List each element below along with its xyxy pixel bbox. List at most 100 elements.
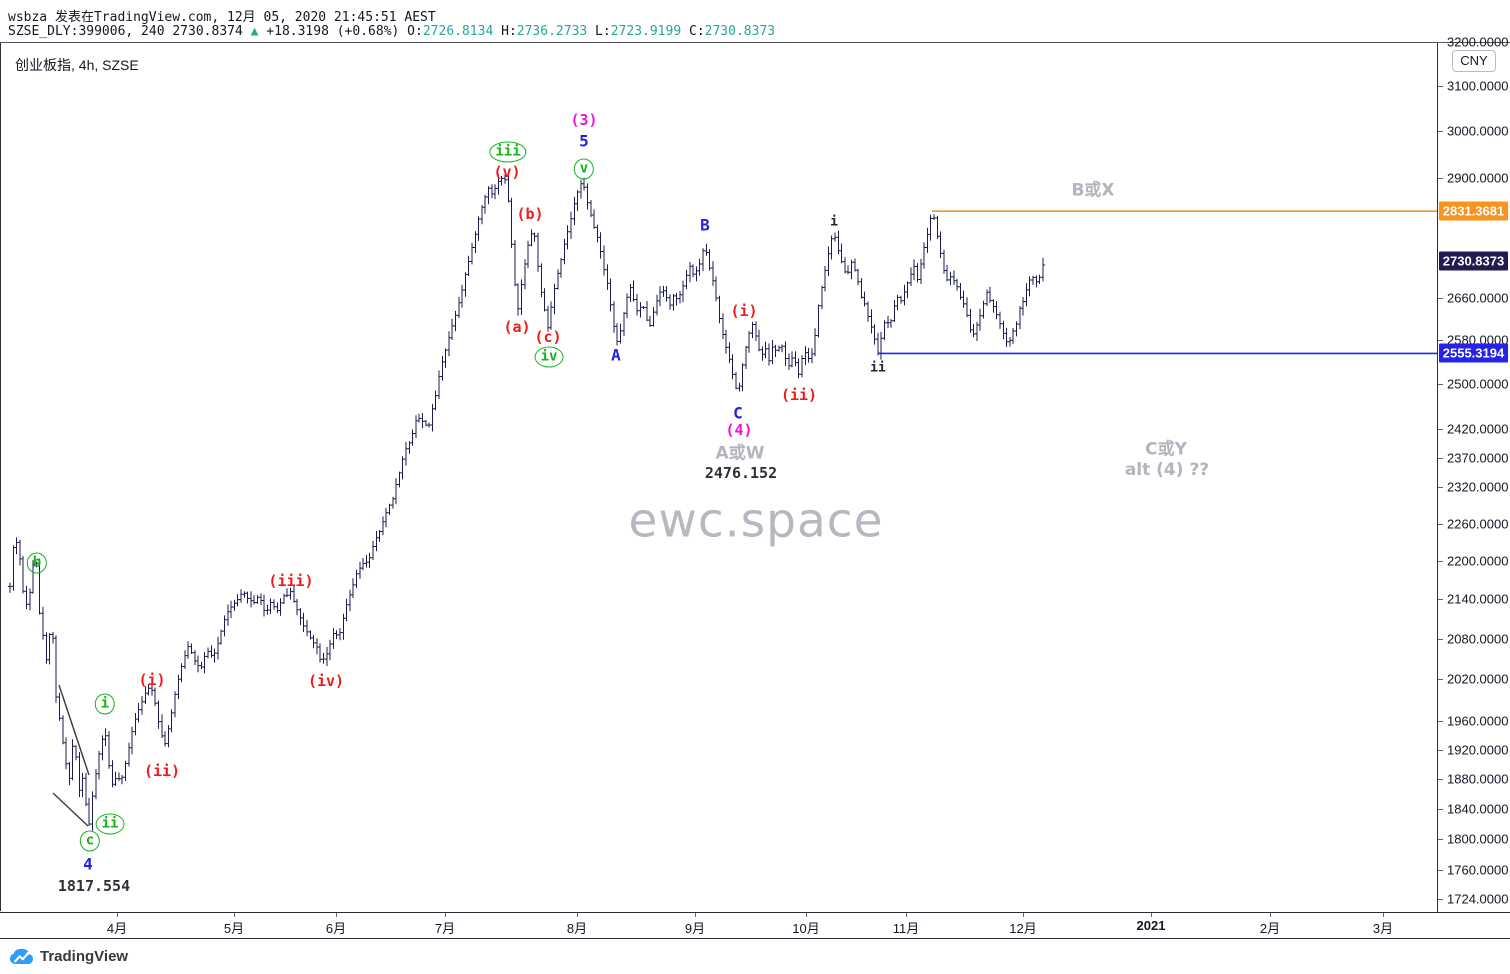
price-tick-mark [1438,457,1443,459]
symbol-ohlc-line: SZSE_DLY:399006, 240 2730.8374 ▲ +18.319… [8,24,775,39]
time-tick-label: 6月 [325,921,347,936]
price-tick-mark [1438,679,1443,681]
price-tick-mark [1438,428,1443,430]
wave-label: B [700,215,710,235]
wave-label: (ii) [143,762,181,780]
wave-label: 4 [83,854,93,874]
price-tick-mark [1438,721,1443,723]
wave-label: A或W [715,443,765,464]
wave-label: (3) [570,111,598,129]
time-tick-label: 9月 [684,921,706,936]
price-tick-mark [1438,85,1443,87]
wave-label: A [611,345,621,365]
price-tick-mark [1438,749,1443,751]
price-tick-mark [1438,899,1443,901]
time-tick-mark [234,913,235,917]
tradingview-logo-icon[interactable] [10,946,33,967]
tradingview-logo-text[interactable]: TradingView [40,947,129,965]
ohlc-segment: ▲ [250,24,259,39]
ohlc-segment: 2723.9199 [610,24,682,39]
time-tick-label: 5月 [223,921,245,936]
wave-label: (ii) [780,386,818,404]
time-tick-mark [906,913,907,917]
time-tick-mark [1383,913,1384,917]
wave-label: c [79,830,101,852]
trend-line[interactable] [58,684,90,776]
time-tick-label: 7月 [434,921,456,936]
price-tick-label: 1724.0000 [1447,891,1509,907]
price-tick-label: 2420.0000 [1447,421,1509,437]
time-tick-mark [1270,913,1271,917]
price-tick-label: 2020.0000 [1447,671,1509,687]
price-tick-label: 2320.0000 [1447,479,1509,495]
wave-label: (iii) [268,572,314,590]
wave-label: b [26,552,48,574]
ohlc-segment: 2726.8134 [422,24,494,39]
time-tick-label: 2月 [1259,921,1281,936]
price-tick-label: 3100.0000 [1447,78,1509,94]
price-badge: 2555.3194 [1439,343,1508,363]
price-tick-mark [1438,487,1443,489]
wave-label: (v) [493,163,521,181]
wave-label: ii [95,813,125,835]
wave-label: C或Y [1145,439,1187,460]
price-axis[interactable]: CNY 3200.0000 3100.0000 3000.0000 2900.0000… [1437,34,1510,937]
time-tick-mark [1151,913,1152,917]
ohlc-segment: H: [493,24,517,39]
time-tick-mark [695,913,696,917]
price-tick-label: 3000.0000 [1447,123,1509,139]
time-tick-label: 2021 [1136,918,1166,933]
wave-label: ii [870,360,886,376]
price-tick-mark [1438,808,1443,810]
publish-byline: wsbza 发表在TradingView.com, 12月 05, 2020 2… [8,10,436,25]
ohlc-segment: SZSE_DLY:399006, 240 2730.8374 [8,24,251,39]
price-badge: 2730.8373 [1439,251,1508,271]
price-tick-label: 1880.0000 [1447,771,1509,787]
wave-label: (c) [534,328,562,346]
wave-label: (iv) [307,672,345,690]
wave-label: 2476.152 [704,464,778,482]
wave-label: 5 [579,131,589,151]
ohlc-segment: L: [587,24,611,39]
time-tick-mark [117,913,118,917]
price-tick-label: 2080.0000 [1447,631,1509,647]
price-tick-label: 2370.0000 [1447,450,1509,466]
time-tick-label: 4月 [106,921,128,936]
chart-legend-title: 创业板指, 4h, SZSE [15,57,139,73]
price-tick-mark [1438,178,1443,179]
wave-label: (4) [725,421,753,439]
price-tick-mark [1438,41,1443,43]
time-tick-mark [445,913,446,917]
wave-label: (a) [503,318,531,336]
watermark: ewc.space [628,493,884,549]
time-tick-label: 10月 [792,921,820,936]
price-tick-mark [1438,560,1443,562]
price-tick-mark [1438,523,1443,525]
wave-label: v [573,158,595,180]
time-axis[interactable]: 4月 5月 6月 7月 8月 9月 10月 11月 12月 2021 2月 3月 [0,912,1510,939]
trend-line[interactable] [52,792,89,827]
currency-button[interactable]: CNY [1452,50,1496,72]
wave-label: (b) [516,205,544,223]
price-chart-canvas[interactable] [1,43,1438,911]
price-tick-label: 2580.0000 [1447,332,1509,348]
wave-label: i [830,214,838,230]
wave-label: C [733,403,743,423]
price-tick-mark [1438,599,1443,601]
price-tick-label: 1760.0000 [1447,862,1509,878]
wave-label: B或X [1071,180,1115,201]
wave-label: iii [489,141,527,163]
price-tick-mark [1438,839,1443,841]
price-badge: 2831.3681 [1439,201,1508,221]
time-tick-label: 11月 [892,921,920,936]
footer: TradingView [10,942,128,970]
time-tick-mark [336,913,337,917]
price-tick-mark [1438,340,1443,342]
price-tick-label: 1800.0000 [1447,831,1509,847]
wave-label: (i) [138,671,166,689]
price-tick-mark [1438,383,1443,385]
plot-area[interactable]: 创业板指, 4h, SZSE ewc.space (3) 5 iii (v) v (b)(… [0,43,1438,911]
ohlc-segment: +18.3198 (+0.68%) O: [258,24,423,39]
price-tick-label: 2140.0000 [1447,591,1509,607]
